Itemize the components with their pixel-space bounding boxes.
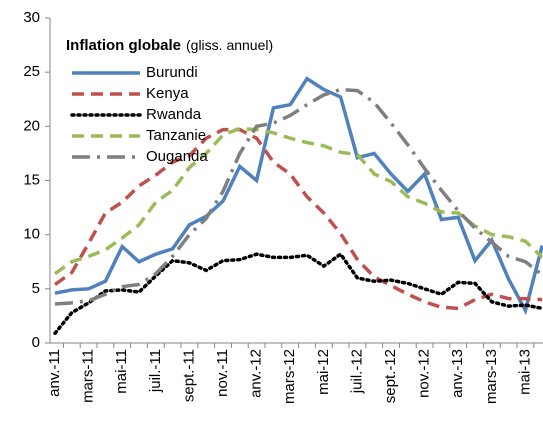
x-tick-label: mars-11: [80, 349, 97, 403]
x-tick-label: anv.-11: [46, 349, 63, 397]
chart-title: Inflation globale (gliss. annuel): [66, 37, 273, 54]
line-series: [53, 126, 543, 276]
x-tick-label: juil.-11: [147, 349, 164, 393]
y-tick-label: 0: [32, 334, 40, 351]
line-series: [53, 127, 543, 311]
y-tick-label: 15: [23, 171, 40, 188]
title: Inflation globale: [66, 37, 181, 54]
x-tick-label: mai-12: [315, 349, 332, 395]
line-series: [53, 251, 543, 335]
y-tick-label: 10: [23, 226, 40, 243]
line-series: [54, 76, 543, 316]
line-series: [54, 87, 543, 306]
x-tick-label: anv.-12: [248, 349, 265, 398]
x-tick-label: mai-11: [113, 349, 130, 394]
x-tick-label: sept.-11: [180, 349, 197, 402]
y-tick-label: 30: [23, 9, 40, 26]
x-tick-label: juil.-12: [348, 349, 365, 394]
y-tick-label: 20: [23, 117, 40, 134]
legend-label: Kenya: [146, 85, 189, 102]
legend-label: Rwanda: [146, 106, 202, 123]
x-tick-label: mars-12: [281, 349, 298, 404]
x-tick-label: nov.-12: [416, 349, 433, 398]
y-tick-label: 5: [32, 280, 40, 297]
x-tick-label: sept.-12: [382, 349, 399, 403]
x-tick-label: nov.-11: [214, 349, 231, 397]
y-tick-label: 25: [23, 63, 40, 80]
legend-label: Ouganda: [146, 148, 208, 165]
x-tick-label: anv.-13: [449, 349, 466, 398]
x-tick-label: mars-13: [483, 349, 500, 404]
legend-label: Burundi: [146, 64, 198, 81]
subtitle: (gliss. annuel): [186, 37, 273, 53]
legend-label: Tanzanie: [146, 127, 206, 144]
x-tick-label: mai-13: [516, 349, 533, 395]
